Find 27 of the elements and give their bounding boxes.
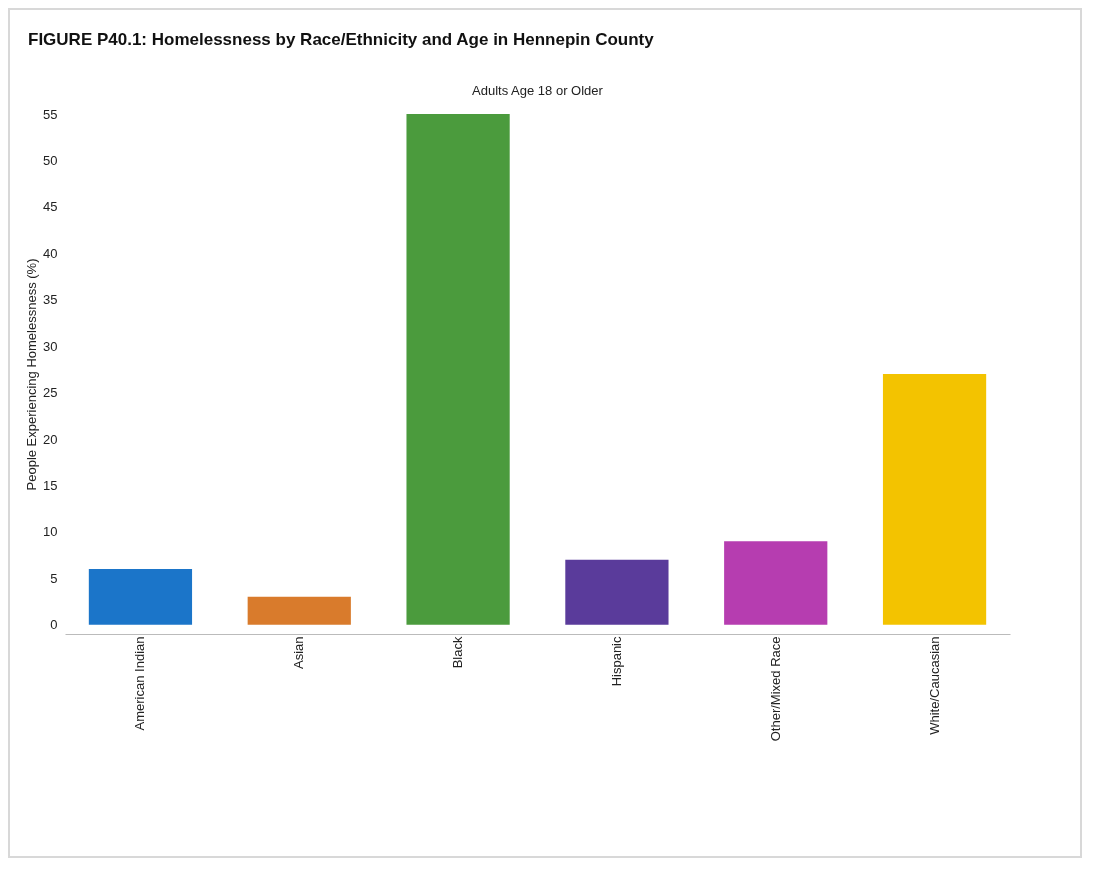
bar	[724, 541, 828, 625]
y-tick-label: 55	[43, 106, 58, 122]
y-tick-label: 30	[43, 338, 58, 354]
x-tick-label: Asian	[291, 636, 307, 670]
chart-title: FIGURE P40.1: Homelessness by Race/Ethnicity and Age in Hennepin County	[28, 30, 654, 50]
chart-subtitle: Adults Age 18 or Older	[472, 83, 604, 98]
bar	[88, 569, 193, 625]
y-tick-label: 25	[43, 385, 58, 401]
y-tick-label: 5	[50, 570, 58, 586]
y-tick-label: 20	[43, 431, 58, 447]
y-tick-label: 35	[43, 292, 58, 308]
x-tick-label: American Indian	[132, 636, 148, 731]
y-tick-label: 45	[43, 199, 58, 215]
bar	[565, 559, 669, 625]
y-tick-label: 0	[50, 617, 58, 633]
x-tick-label: Hispanic	[608, 636, 624, 687]
y-tick-label: 40	[43, 245, 58, 261]
bar	[247, 596, 351, 625]
x-tick-label: Other/Mixed Race	[767, 636, 783, 742]
x-tick-label: Black	[450, 636, 466, 669]
y-axis-title: People Experiencing Homelessness (%)	[24, 258, 40, 491]
x-tick-label: White/Caucasian	[926, 636, 942, 735]
y-tick-label: 10	[43, 524, 58, 540]
bar	[406, 114, 510, 625]
y-tick-label: 15	[43, 477, 58, 493]
y-tick-label: 50	[43, 152, 58, 168]
bar	[882, 374, 987, 625]
